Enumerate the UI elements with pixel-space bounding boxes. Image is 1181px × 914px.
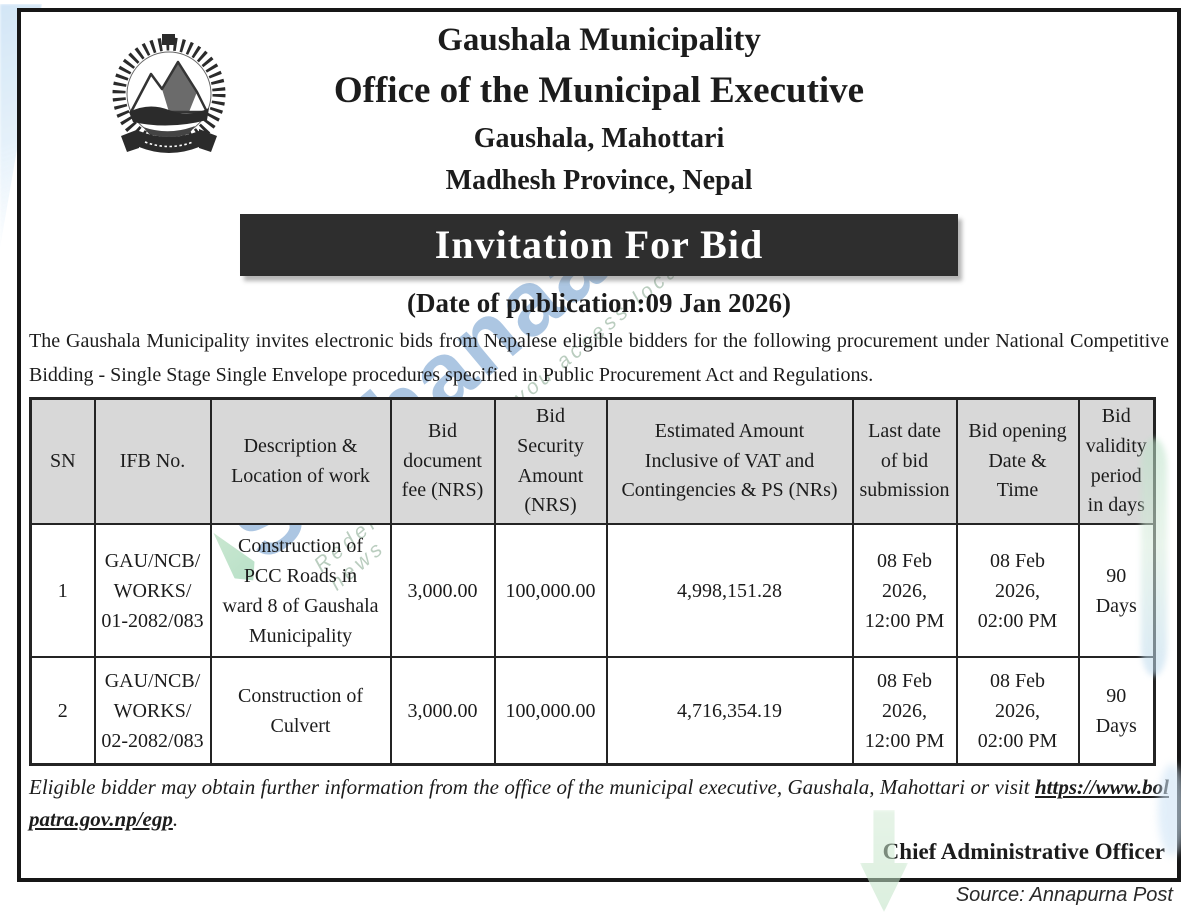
cell-ifb-no: GAU/NCB/ WORKS/ 02-2082/083 (93, 656, 212, 766)
letterhead: Gaushala Municipality Office of the Muni… (29, 22, 1169, 206)
org-city: Gaushala, Mahottari (473, 123, 725, 154)
cell-validity: 90 Days (1077, 656, 1156, 766)
cell-bid-security: 100,000.00 (493, 523, 608, 659)
header-doc-fee: Bid document fee (NRS) (389, 397, 496, 526)
publication-date: (Date of publication:09 Jan 2026) (407, 288, 791, 318)
municipality-emblem-logo (99, 32, 239, 168)
cell-doc-fee: 3,000.00 (389, 523, 496, 659)
org-name: Gaushala Municipality (437, 22, 761, 58)
cell-bid-security: 100,000.00 (493, 656, 608, 766)
signatory-title: Chief Administrative Officer (882, 838, 1165, 864)
bid-notice-document: Suchanaa Redefining the way you access l… (17, 8, 1181, 882)
source-attribution: Source: Annapurna Post (955, 884, 1173, 906)
header-validity: Bid validity period in days (1077, 397, 1156, 526)
org-province: Madhesh Province, Nepal (445, 165, 753, 196)
cell-sn: 2 (29, 656, 96, 766)
intro-paragraph: The Gaushala Municipality invites electr… (29, 330, 1169, 387)
header-estimated-amount: Estimated Amount Inclusive of VAT and Co… (605, 397, 854, 526)
cell-bid-opening: 08 Feb 2026, 02:00 PM (955, 523, 1080, 659)
header-sn: SN (29, 397, 96, 526)
note-text: Eligible bidder may obtain further infor… (29, 774, 1035, 799)
note-suffix: . (172, 807, 179, 832)
table-row: 1 GAU/NCB/ WORKS/ 01-2082/083 Constructi… (29, 523, 1156, 659)
cell-estimated-amount: 4,716,354.19 (605, 656, 854, 766)
header-last-date: Last date of bid submission (851, 397, 958, 526)
office-name: Office of the Municipal Executive (333, 70, 865, 111)
cell-description: Construction of Culvert (209, 656, 392, 766)
cell-ifb-no: GAU/NCB/ WORKS/ 01-2082/083 (93, 523, 212, 659)
header-bid-opening: Bid opening Date & Time (955, 397, 1080, 526)
cell-doc-fee: 3,000.00 (389, 656, 496, 766)
table-row: 2 GAU/NCB/ WORKS/ 02-2082/083 Constructi… (29, 656, 1156, 766)
cell-last-date: 08 Feb 2026, 12:00 PM (851, 656, 958, 766)
header-ifb-no: IFB No. (93, 397, 212, 526)
cell-estimated-amount: 4,998,151.28 (605, 523, 854, 659)
cell-bid-opening: 08 Feb 2026, 02:00 PM (955, 656, 1080, 766)
header-bid-security: Bid Security Amount (NRS) (493, 397, 608, 526)
bolpatra-link[interactable]: https://www.bolpatra.gov.np/egp (29, 774, 1169, 832)
further-information-note: Eligible bidder may obtain further infor… (29, 771, 1169, 836)
cell-sn: 1 (29, 523, 96, 659)
table-header-row: SN IFB No. Description & Location of wor… (29, 397, 1156, 526)
invitation-banner: Invitation For Bid (240, 214, 958, 276)
cell-description: Construction of PCC Roads in ward 8 of G… (209, 523, 392, 659)
header-description: Description & Location of work (209, 397, 392, 526)
cell-validity: 90 Days (1077, 523, 1156, 659)
cell-last-date: 08 Feb 2026, 12:00 PM (851, 523, 958, 659)
bid-table: SN IFB No. Description & Location of wor… (29, 396, 1156, 766)
